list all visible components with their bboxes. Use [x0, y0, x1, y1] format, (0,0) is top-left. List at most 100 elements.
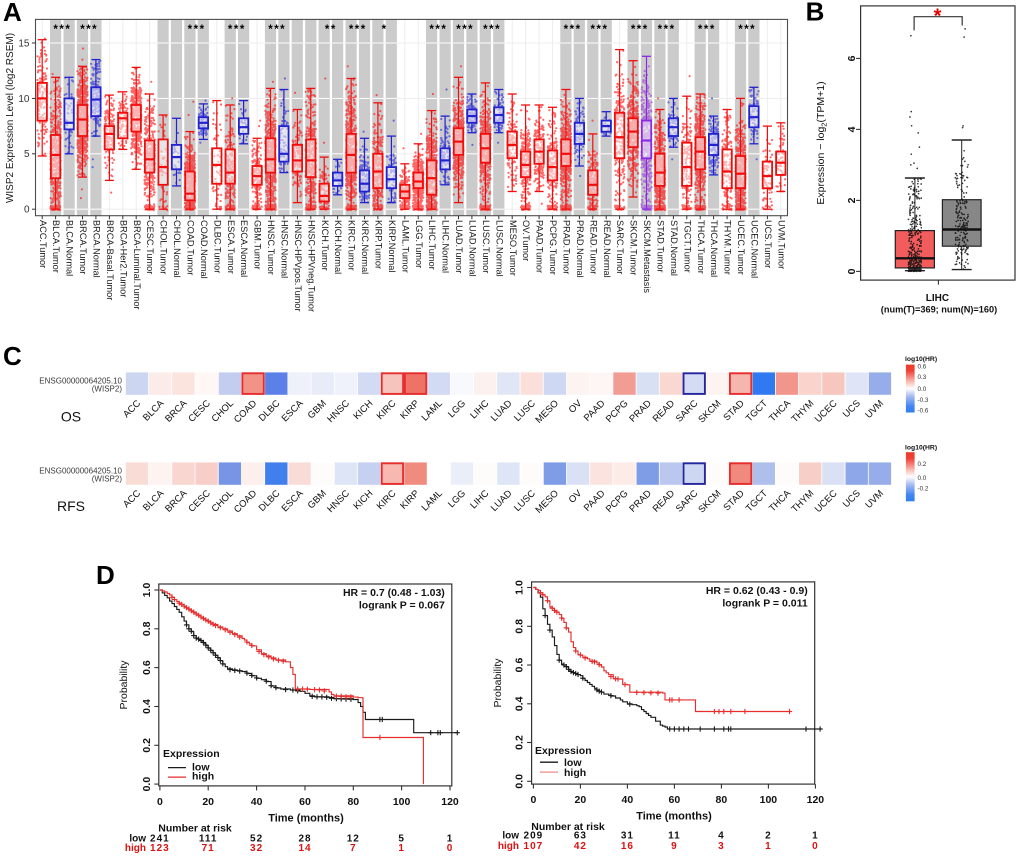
svg-text:BRCA.Normal: BRCA.Normal: [91, 220, 101, 278]
svg-text:LUAD.Tumor: LUAD.Tumor: [454, 220, 464, 273]
svg-text:***: ***: [53, 24, 71, 36]
svg-text:LIHC.Tumor: LIHC.Tumor: [427, 220, 437, 270]
svg-text:LUSC.Normal: LUSC.Normal: [494, 220, 504, 277]
svg-text:LIHC: LIHC: [926, 293, 949, 304]
svg-text:KIRC.Normal: KIRC.Normal: [360, 220, 370, 274]
svg-text:***: ***: [268, 24, 286, 36]
svg-text:OS: OS: [61, 409, 81, 425]
svg-text:(WISP2): (WISP2): [92, 384, 123, 393]
svg-text:D: D: [96, 560, 115, 590]
svg-text:9: 9: [671, 841, 678, 852]
svg-text:32: 32: [250, 843, 263, 854]
svg-text:0.2: 0.2: [918, 461, 927, 468]
svg-text:***: ***: [349, 24, 367, 36]
svg-text:2: 2: [765, 831, 772, 842]
svg-text:100: 100: [393, 796, 411, 808]
svg-text:20: 20: [575, 794, 587, 806]
svg-text:high: high: [125, 843, 146, 854]
svg-text:100: 100: [760, 794, 778, 806]
svg-text:STAD.Tumor: STAD.Tumor: [655, 220, 665, 273]
svg-text:OV.Tumor: OV.Tumor: [521, 220, 531, 261]
svg-text:20: 20: [202, 796, 214, 808]
svg-text:42: 42: [574, 841, 587, 852]
svg-text:0: 0: [24, 205, 30, 216]
svg-text:***: ***: [631, 24, 649, 36]
svg-text:(WISP2): (WISP2): [92, 474, 123, 483]
svg-text:Number at risk: Number at risk: [531, 821, 605, 833]
svg-text:0.6: 0.6: [141, 660, 153, 675]
svg-text:ENSG00000064205.10: ENSG00000064205.10: [39, 377, 122, 386]
svg-text:1: 1: [765, 841, 772, 852]
svg-text:***: ***: [698, 24, 716, 36]
svg-text:Number at risk: Number at risk: [158, 823, 232, 835]
svg-text:0.0: 0.0: [918, 475, 927, 482]
svg-text:logrank P = 0.067: logrank P = 0.067: [359, 600, 445, 612]
svg-text:COAD.Normal: COAD.Normal: [199, 220, 209, 279]
svg-text:1: 1: [447, 833, 454, 844]
svg-text:low: low: [502, 831, 519, 842]
svg-text:11: 11: [668, 831, 681, 842]
svg-text:READ.Tumor: READ.Tumor: [588, 220, 598, 274]
svg-text:***: ***: [483, 24, 501, 36]
svg-text:123: 123: [150, 843, 170, 854]
svg-text:THCA.Normal: THCA.Normal: [709, 220, 719, 277]
svg-text:Time (months): Time (months): [268, 813, 344, 825]
svg-text:SKCM.Metastasis: SKCM.Metastasis: [642, 220, 652, 293]
svg-text:Time (months): Time (months): [636, 811, 712, 823]
svg-text:ACC.Tumor: ACC.Tumor: [38, 220, 48, 268]
svg-text:BLCA.Normal: BLCA.Normal: [65, 220, 75, 276]
svg-text:0: 0: [447, 843, 454, 854]
svg-text:-0.2: -0.2: [918, 486, 929, 493]
svg-text:14: 14: [298, 843, 311, 854]
svg-text:high: high: [192, 771, 214, 783]
svg-text:LUSC.Tumor: LUSC.Tumor: [481, 220, 491, 273]
svg-text:***: ***: [738, 24, 756, 36]
svg-text:UCEC.Tumor: UCEC.Tumor: [736, 220, 746, 275]
svg-text:15: 15: [18, 38, 30, 49]
svg-text:BRCA-Luminal.Tumor: BRCA-Luminal.Tumor: [132, 220, 142, 310]
svg-text:4: 4: [846, 126, 858, 132]
svg-text:KICH.Normal: KICH.Normal: [333, 220, 343, 274]
svg-text:logrank P = 0.011: logrank P = 0.011: [722, 597, 807, 609]
svg-text:2: 2: [846, 197, 858, 203]
svg-text:UVM.Tumor: UVM.Tumor: [776, 220, 786, 269]
svg-text:28: 28: [298, 833, 311, 844]
svg-text:***: ***: [591, 24, 609, 36]
svg-text:40: 40: [251, 796, 263, 808]
svg-text:ENSG00000064205.10: ENSG00000064205.10: [39, 467, 122, 476]
svg-text:0.2: 0.2: [141, 738, 153, 753]
svg-text:PAAD.Tumor: PAAD.Tumor: [535, 220, 545, 273]
svg-text:120: 120: [807, 794, 825, 806]
svg-text:log10(HR): log10(HR): [905, 445, 937, 452]
svg-text:SKCM.Tumor: SKCM.Tumor: [629, 220, 639, 275]
svg-text:DLBC.Tumor: DLBC.Tumor: [212, 220, 222, 273]
svg-text:BLCA.Tumor: BLCA.Tumor: [51, 220, 61, 273]
svg-text:MESO.Tumor: MESO.Tumor: [508, 220, 518, 276]
svg-text:***: ***: [228, 24, 246, 36]
svg-text:0.4: 0.4: [514, 696, 526, 711]
svg-text:***: ***: [429, 24, 447, 36]
svg-text:0.8: 0.8: [514, 619, 526, 634]
svg-text:A: A: [3, 0, 22, 27]
svg-text:HNSC-HPVneg.Tumor: HNSC-HPVneg.Tumor: [306, 220, 316, 312]
svg-text:0.0: 0.0: [514, 774, 526, 789]
svg-text:*: *: [382, 24, 388, 36]
svg-text:CESC.Tumor: CESC.Tumor: [145, 220, 155, 274]
svg-text:0.3: 0.3: [918, 374, 927, 381]
svg-text:63: 63: [574, 831, 587, 842]
svg-text:B: B: [806, 0, 825, 27]
svg-text:BRCA-Basal.Tumor: BRCA-Basal.Tumor: [105, 220, 115, 300]
svg-text:0.8: 0.8: [141, 621, 153, 636]
svg-text:0: 0: [157, 796, 163, 808]
svg-text:BRCA.Tumor: BRCA.Tumor: [78, 220, 88, 274]
svg-text:ESCA.Normal: ESCA.Normal: [239, 220, 249, 277]
svg-text:52: 52: [250, 833, 263, 844]
svg-text:PRAD.Normal: PRAD.Normal: [575, 220, 585, 278]
svg-text:4: 4: [718, 831, 725, 842]
svg-text:12: 12: [347, 833, 360, 844]
svg-text:(num(T)=369; num(N)=160): (num(T)=369; num(N)=160): [881, 305, 997, 315]
svg-text:1: 1: [398, 843, 405, 854]
svg-text:0.2: 0.2: [514, 735, 526, 750]
svg-text:CHOL.Tumor: CHOL.Tumor: [159, 220, 169, 274]
svg-text:7: 7: [350, 843, 357, 854]
